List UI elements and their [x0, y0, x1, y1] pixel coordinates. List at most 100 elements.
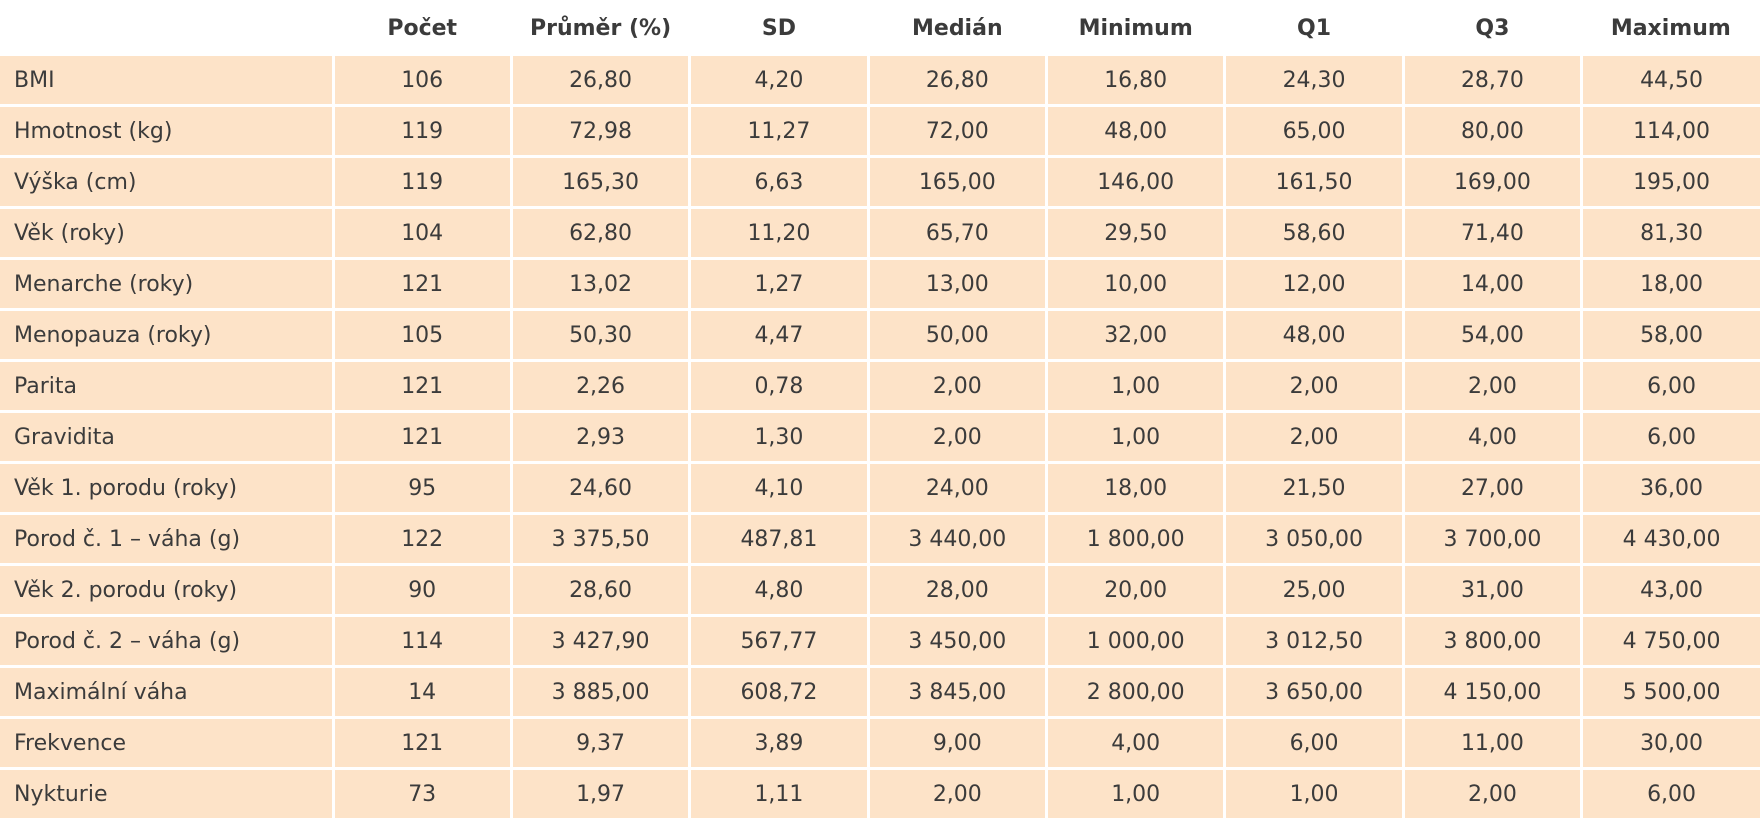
table-cell: 487,81 [688, 513, 870, 566]
header-cell: Počet [333, 0, 512, 56]
table-cell: 567,77 [688, 615, 870, 668]
table-cell: 36,00 [1580, 462, 1760, 515]
table-cell: 43,00 [1580, 564, 1760, 617]
table-cell: 58,60 [1223, 207, 1405, 260]
table-cell: 3 427,90 [509, 615, 692, 668]
table-cell: 2,00 [866, 360, 1049, 413]
table-cell: 4,47 [688, 309, 870, 362]
table-body: BMI 106 26,80 4,20 26,80 16,80 24,30 28,70 44,50… [0, 56, 1760, 821]
table-cell: 4,20 [688, 56, 870, 107]
table-cell: 608,72 [688, 666, 870, 719]
table-row: Výška (cm) 119 165,30 6,63 165,00 146,00 161,5… [0, 156, 1760, 209]
table-cell: 119 [331, 105, 513, 158]
table-cell: 4,00 [1044, 717, 1227, 770]
header-cell [0, 0, 333, 56]
table-cell: 1,00 [1044, 768, 1227, 821]
row-label: Maximální váha [0, 666, 335, 719]
header-cell: Q1 [1224, 0, 1404, 56]
table-cell: 3 050,00 [1223, 513, 1405, 566]
table-cell: 73 [331, 768, 513, 821]
table-cell: 28,00 [866, 564, 1049, 617]
table-cell: 13,00 [866, 258, 1049, 311]
table-cell: 4 430,00 [1580, 513, 1760, 566]
row-label: Gravidita [0, 411, 335, 464]
table-cell: 65,00 [1223, 105, 1405, 158]
table-cell: 24,60 [509, 462, 692, 515]
table-cell: 26,80 [509, 56, 692, 107]
table-cell: 1,27 [688, 258, 870, 311]
table-cell: 1,30 [688, 411, 870, 464]
table-cell: 3 700,00 [1401, 513, 1584, 566]
table-row: Věk (roky) 104 62,80 11,20 65,70 29,50 58,60 71… [0, 207, 1760, 260]
table-cell: 3 885,00 [509, 666, 692, 719]
table-row: Věk 2. porodu (roky) 90 28,60 4,80 28,00 20,0… [0, 564, 1760, 617]
table-cell: 3 450,00 [866, 615, 1049, 668]
row-label: Věk (roky) [0, 207, 335, 260]
header-cell: Medián [868, 0, 1047, 56]
header-row: Počet Průměr (%) SD Medián Minimum Q1 Q3 Maximu… [0, 0, 1760, 56]
table-cell: 2,00 [866, 411, 1049, 464]
table-cell: 165,00 [866, 156, 1049, 209]
table-cell: 4,10 [688, 462, 870, 515]
table-row: Nykturie 73 1,97 1,11 2,00 1,00 1,00 2,00 6,00 [0, 768, 1760, 821]
table-cell: 11,27 [688, 105, 870, 158]
table-cell: 81,30 [1580, 207, 1760, 260]
table-row: Menarche (roky) 121 13,02 1,27 13,00 10,00 12,… [0, 258, 1760, 311]
table-row: BMI 106 26,80 4,20 26,80 16,80 24,30 28,70 44,50 [0, 56, 1760, 107]
table-cell: 6,00 [1580, 411, 1760, 464]
table-cell: 2,00 [1223, 411, 1405, 464]
row-label: Frekvence [0, 717, 335, 770]
table-cell: 2 800,00 [1044, 666, 1227, 719]
row-label: Parita [0, 360, 335, 413]
table-cell: 169,00 [1401, 156, 1584, 209]
table-cell: 25,00 [1223, 564, 1405, 617]
table-cell: 2,00 [1223, 360, 1405, 413]
header-cell: Průměr (%) [511, 0, 690, 56]
table-cell: 1,97 [509, 768, 692, 821]
table-cell: 3 375,50 [509, 513, 692, 566]
table-cell: 12,00 [1223, 258, 1405, 311]
row-label: Věk 2. porodu (roky) [0, 564, 335, 617]
table-cell: 1,00 [1044, 411, 1227, 464]
header-cell: Maximum [1581, 0, 1760, 56]
header-cell: Q3 [1403, 0, 1582, 56]
table-cell: 2,00 [866, 768, 1049, 821]
table-cell: 104 [331, 207, 513, 260]
header-cell: Minimum [1046, 0, 1225, 56]
table-cell: 4,00 [1401, 411, 1584, 464]
table-cell: 24,00 [866, 462, 1049, 515]
table-row: Věk 1. porodu (roky) 95 24,60 4,10 24,00 18,0… [0, 462, 1760, 515]
table-cell: 1,00 [1223, 768, 1405, 821]
table-cell: 58,00 [1580, 309, 1760, 362]
table-cell: 2,93 [509, 411, 692, 464]
table-cell: 24,30 [1223, 56, 1405, 107]
table-cell: 146,00 [1044, 156, 1227, 209]
table-cell: 6,00 [1580, 768, 1760, 821]
row-label: Menopauza (roky) [0, 309, 335, 362]
table-row: Frekvence 121 9,37 3,89 9,00 4,00 6,00 11,00 30,… [0, 717, 1760, 770]
row-label: BMI [0, 56, 335, 107]
table-row: Maximální váha 14 3 885,00 608,72 3 845,00 2 … [0, 666, 1760, 719]
row-label: Menarche (roky) [0, 258, 335, 311]
table-cell: 11,00 [1401, 717, 1584, 770]
table-cell: 121 [331, 258, 513, 311]
table-cell: 62,80 [509, 207, 692, 260]
table-cell: 3,89 [688, 717, 870, 770]
table-cell: 14 [331, 666, 513, 719]
table-cell: 2,00 [1401, 360, 1584, 413]
table-cell: 20,00 [1044, 564, 1227, 617]
table-row: Hmotnost (kg) 119 72,98 11,27 72,00 48,00 65,0… [0, 105, 1760, 158]
table-cell: 4 750,00 [1580, 615, 1760, 668]
table-cell: 16,80 [1044, 56, 1227, 107]
table-cell: 195,00 [1580, 156, 1760, 209]
table-cell: 14,00 [1401, 258, 1584, 311]
table-cell: 9,00 [866, 717, 1049, 770]
table-cell: 95 [331, 462, 513, 515]
header-cell: SD [689, 0, 869, 56]
row-label: Hmotnost (kg) [0, 105, 335, 158]
table-cell: 6,00 [1580, 360, 1760, 413]
table-cell: 5 500,00 [1580, 666, 1760, 719]
row-label: Porod č. 2 – váha (g) [0, 615, 335, 668]
table-cell: 2,00 [1401, 768, 1584, 821]
